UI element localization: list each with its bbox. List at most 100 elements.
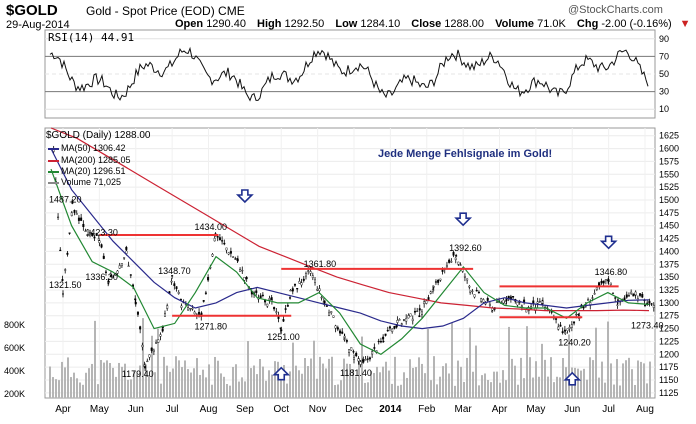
candle-body	[398, 319, 401, 321]
rsi-tick-label: 90	[659, 34, 669, 44]
candle-body	[448, 259, 451, 263]
candle-body	[488, 303, 491, 306]
volume-bar	[229, 385, 231, 398]
price-tick-label: 1500	[659, 195, 679, 205]
volume-bar	[262, 366, 264, 398]
volume-bar	[442, 366, 444, 398]
volume-bar	[523, 378, 525, 398]
candle-body	[112, 276, 115, 278]
candle-body	[52, 149, 55, 152]
volume-tick-label: 600K	[4, 343, 25, 353]
candle-body	[166, 305, 169, 309]
candle-body	[134, 298, 137, 301]
volume-bar	[556, 376, 558, 398]
candle-body	[587, 299, 590, 301]
volume-bar	[346, 363, 348, 398]
candle-body	[328, 312, 331, 316]
candle-body	[538, 300, 541, 303]
candle-body	[127, 265, 130, 267]
volume-bar	[97, 384, 99, 398]
volume-bar	[67, 357, 69, 398]
candle-body	[255, 290, 258, 293]
price-label: 1361.80	[304, 259, 337, 269]
candle-body	[70, 212, 73, 216]
candle-body	[266, 303, 269, 307]
candle-body	[304, 273, 307, 277]
candle-body	[352, 351, 355, 353]
candle-body	[595, 287, 598, 290]
volume-bar	[400, 384, 402, 398]
arrow-up	[563, 371, 582, 386]
candle-body	[97, 238, 100, 241]
volume-bar	[478, 385, 480, 398]
candle-body	[232, 256, 235, 258]
volume-bar	[646, 383, 648, 398]
volume-bar	[154, 372, 156, 398]
candle-body	[432, 286, 435, 288]
volume-bar	[481, 375, 483, 398]
candle-body	[339, 330, 342, 334]
quote-bar: Open 1290.40 High 1292.50 Low 1284.10 Cl…	[175, 18, 691, 30]
candle-body	[536, 301, 539, 304]
price-label: 1321.50	[49, 280, 82, 290]
volume-bar	[589, 357, 591, 398]
volume-bar	[157, 328, 159, 398]
candle-body	[418, 308, 421, 311]
candle-body	[336, 327, 339, 330]
volume-bar	[487, 380, 489, 398]
legend-volume: Volume 71,025	[48, 177, 121, 187]
price-tick-label: 1350	[659, 272, 679, 282]
price-label: 1392.60	[449, 243, 482, 253]
candle-body	[239, 269, 242, 272]
candle-body	[86, 234, 89, 236]
candle-body	[243, 277, 246, 281]
volume-bar	[253, 365, 255, 398]
candle-body	[120, 263, 123, 267]
volume-bar	[142, 318, 144, 398]
volume-bar	[121, 366, 123, 398]
candle-body	[348, 349, 351, 353]
candle-body	[345, 340, 348, 342]
price-label: 1181.40	[340, 368, 372, 378]
candle-body	[213, 238, 216, 242]
candle-body	[505, 298, 508, 302]
volume-bar	[271, 374, 273, 398]
price-label: 1346.80	[595, 267, 628, 277]
symbol: $GOLD	[6, 2, 58, 19]
volume-bar	[85, 372, 87, 398]
candle-body	[525, 309, 528, 313]
candle-body	[100, 244, 103, 248]
candle-body	[198, 311, 201, 315]
candle-body	[241, 269, 244, 272]
volume-bar	[280, 379, 282, 398]
volume-bar	[163, 356, 165, 398]
volume-bar	[607, 321, 609, 398]
volume-bar	[217, 360, 219, 398]
volume-bar	[136, 373, 138, 398]
volume-bar	[130, 379, 132, 398]
candle-body	[520, 305, 523, 307]
volume-bar	[193, 368, 195, 398]
candle-body	[334, 325, 337, 329]
instrument-name: Gold - Spot Price (EOD) CME	[86, 4, 245, 18]
candle-body	[236, 259, 239, 261]
volume-bar	[190, 372, 192, 398]
candle-body	[204, 292, 207, 294]
candle-body	[434, 281, 437, 283]
volume-bar	[184, 360, 186, 398]
candle-body	[316, 288, 319, 291]
volume-bar	[172, 368, 174, 398]
price-tick-label: 1250	[659, 324, 679, 334]
volume-bar	[274, 361, 276, 398]
volume-bar	[592, 360, 594, 398]
volume-bar	[445, 363, 447, 398]
arrow-up	[272, 366, 291, 381]
volume-tick-label: 400K	[4, 366, 25, 376]
arrow-down	[599, 235, 618, 250]
candle-body	[221, 240, 224, 242]
volume-bar	[124, 363, 126, 398]
candle-body	[561, 331, 564, 334]
volume-bar	[127, 379, 129, 398]
logo: @StockCharts.com	[568, 4, 663, 16]
candle-body	[384, 333, 387, 336]
